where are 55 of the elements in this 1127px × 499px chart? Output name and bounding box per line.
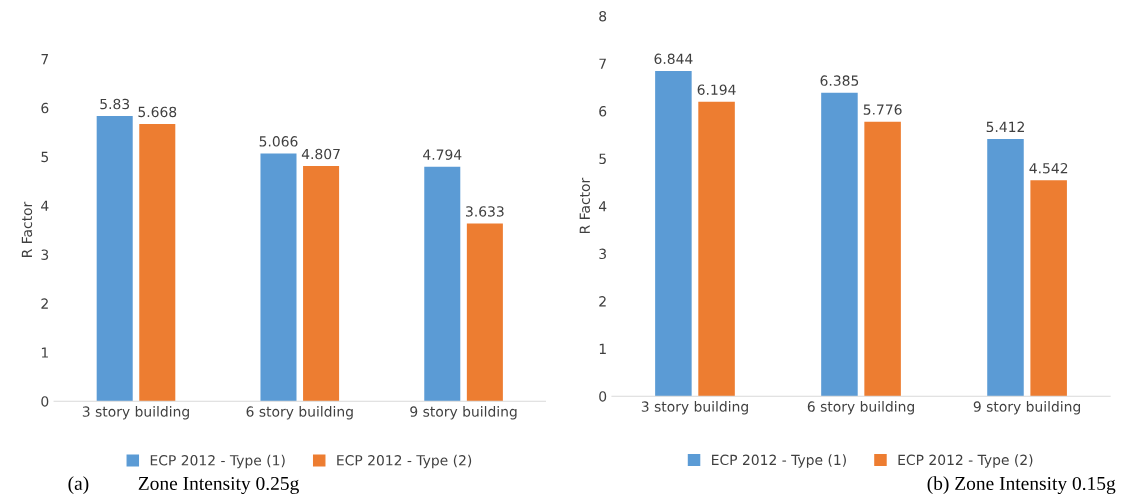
bar [864,121,901,397]
x-tick-label: 3 story building [641,401,748,415]
bar [1030,180,1067,397]
y-axis-title: R Factor [21,201,33,257]
bar [139,124,176,402]
y-tick-label: 8 [599,10,607,22]
text: (a) Zone Intensity 0.25g [68,476,299,495]
data-label: 5.83 [100,98,130,110]
legend-label: ECP 2012 - Type (2) [898,454,1033,468]
legend-label: ECP 2012 - Type (1) [150,454,285,469]
y-tick-label: 0 [41,396,49,407]
data-label: 3.633 [466,206,504,217]
legend-label: ECP 2012 - Type (1) [712,454,846,468]
x-tick-label: 9 story building [973,401,1081,415]
bar [260,153,297,402]
y-tick-label: 5 [41,151,49,163]
data-label: 6.844 [654,53,693,65]
y-tick-label: 7 [599,58,606,69]
data-label: 4.807 [301,148,340,160]
bar [466,223,503,402]
text: (b) Zone Intensity 0.15g [927,476,1116,495]
bar [96,116,133,402]
bar [424,166,461,402]
y-tick-label: 7 [41,54,49,65]
data-label: 6.194 [697,84,736,95]
y-tick-label: 6 [599,106,607,117]
y-tick-label: 4 [598,201,607,212]
y-tick-label: 1 [599,343,606,354]
legend-label: ECP 2012 - Type (2) [337,454,472,469]
x-tick-label: 9 story building [410,406,517,420]
bar [821,92,858,397]
bar [698,101,735,397]
y-tick-label: 2 [599,296,606,307]
y-tick-label: 2 [41,298,48,309]
x-tick-label: 3 story building [82,406,189,420]
data-label: 6.385 [820,75,859,86]
x-tick-label: 6 story building [807,401,914,415]
y-tick-label: 0 [599,391,607,402]
data-label: 5.066 [259,136,298,147]
y-tick-label: 3 [599,248,606,260]
y-axis-title: R Factor [579,177,591,234]
bar [303,166,340,402]
y-tick-label: 1 [41,347,48,358]
y-tick-label: 3 [41,249,49,260]
y-tick-label: 5 [599,153,606,165]
bar [655,70,692,397]
data-label: 4.794 [423,149,462,160]
bar [987,138,1024,397]
y-tick-label: 4 [41,200,49,211]
y-tick-label: 6 [41,102,49,114]
data-label: 5.776 [863,104,902,115]
x-tick-label: 6 story building [246,406,353,420]
data-label: 4.542 [1029,162,1068,174]
data-label: 5.412 [986,121,1024,133]
data-label: 5.668 [138,106,177,118]
